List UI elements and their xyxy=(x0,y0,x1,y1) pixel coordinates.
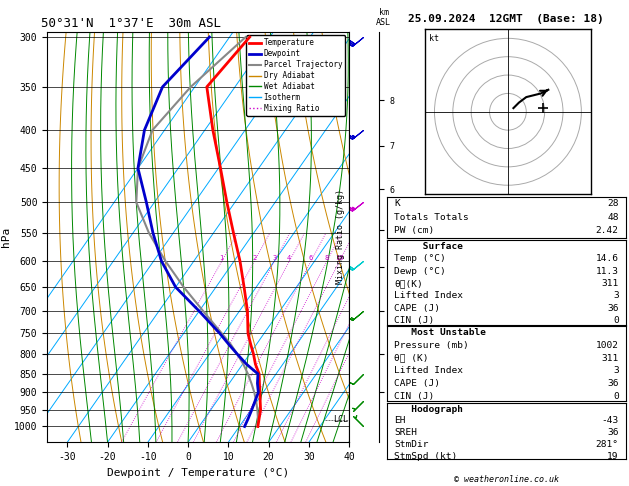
Text: K: K xyxy=(394,199,400,208)
Text: 3: 3 xyxy=(272,255,277,261)
Text: 2: 2 xyxy=(252,255,257,261)
Text: 281°: 281° xyxy=(596,440,619,449)
Text: 8: 8 xyxy=(325,255,329,261)
Text: CAPE (J): CAPE (J) xyxy=(394,304,440,313)
Text: 25.09.2024  12GMT  (Base: 18): 25.09.2024 12GMT (Base: 18) xyxy=(408,14,604,24)
Text: Pressure (mb): Pressure (mb) xyxy=(394,341,469,350)
Text: kt: kt xyxy=(428,34,438,43)
Text: 6: 6 xyxy=(309,255,313,261)
Text: 11.3: 11.3 xyxy=(596,267,619,276)
Text: 2.42: 2.42 xyxy=(596,226,619,235)
Text: 1: 1 xyxy=(220,255,224,261)
Text: 48: 48 xyxy=(607,212,619,222)
Text: StmDir: StmDir xyxy=(394,440,428,449)
Text: SREH: SREH xyxy=(394,428,417,437)
Y-axis label: hPa: hPa xyxy=(1,227,11,247)
Text: 36: 36 xyxy=(607,428,619,437)
Text: CIN (J): CIN (J) xyxy=(394,392,434,400)
Text: -43: -43 xyxy=(601,417,619,425)
Text: 311: 311 xyxy=(601,279,619,288)
Text: 14.6: 14.6 xyxy=(596,255,619,263)
Text: Lifted Index: Lifted Index xyxy=(394,292,463,300)
Text: CIN (J): CIN (J) xyxy=(394,316,434,325)
Text: Hodograph: Hodograph xyxy=(394,404,463,414)
Text: EH: EH xyxy=(394,417,406,425)
Text: 3: 3 xyxy=(613,292,619,300)
Text: 3: 3 xyxy=(613,366,619,375)
Text: StmSpd (kt): StmSpd (kt) xyxy=(394,451,457,461)
Text: θᴇ (K): θᴇ (K) xyxy=(394,354,428,363)
Text: 19: 19 xyxy=(607,451,619,461)
Text: 1002: 1002 xyxy=(596,341,619,350)
Text: 28: 28 xyxy=(607,199,619,208)
Text: Lifted Index: Lifted Index xyxy=(394,366,463,375)
Y-axis label: Mixing Ratio (g/kg): Mixing Ratio (g/kg) xyxy=(336,190,345,284)
Text: 311: 311 xyxy=(601,354,619,363)
Text: km
ASL: km ASL xyxy=(376,8,391,28)
Text: Most Unstable: Most Unstable xyxy=(394,329,486,337)
Text: 0: 0 xyxy=(613,392,619,400)
Text: θᴇ(K): θᴇ(K) xyxy=(394,279,423,288)
Text: 0: 0 xyxy=(613,316,619,325)
X-axis label: Dewpoint / Temperature (°C): Dewpoint / Temperature (°C) xyxy=(107,468,289,478)
Text: Surface: Surface xyxy=(394,242,463,251)
Text: LCL: LCL xyxy=(333,416,348,424)
Text: CAPE (J): CAPE (J) xyxy=(394,379,440,388)
Text: 36: 36 xyxy=(607,379,619,388)
Text: 36: 36 xyxy=(607,304,619,313)
Text: Temp (°C): Temp (°C) xyxy=(394,255,446,263)
Text: 10: 10 xyxy=(335,255,344,261)
Text: 50°31'N  1°37'E  30m ASL: 50°31'N 1°37'E 30m ASL xyxy=(41,17,221,31)
Text: PW (cm): PW (cm) xyxy=(394,226,434,235)
Text: © weatheronline.co.uk: © weatheronline.co.uk xyxy=(454,475,559,484)
Text: 4: 4 xyxy=(287,255,291,261)
Legend: Temperature, Dewpoint, Parcel Trajectory, Dry Adiabat, Wet Adiabat, Isotherm, Mi: Temperature, Dewpoint, Parcel Trajectory… xyxy=(246,35,345,116)
Text: Dewp (°C): Dewp (°C) xyxy=(394,267,446,276)
Text: Totals Totals: Totals Totals xyxy=(394,212,469,222)
